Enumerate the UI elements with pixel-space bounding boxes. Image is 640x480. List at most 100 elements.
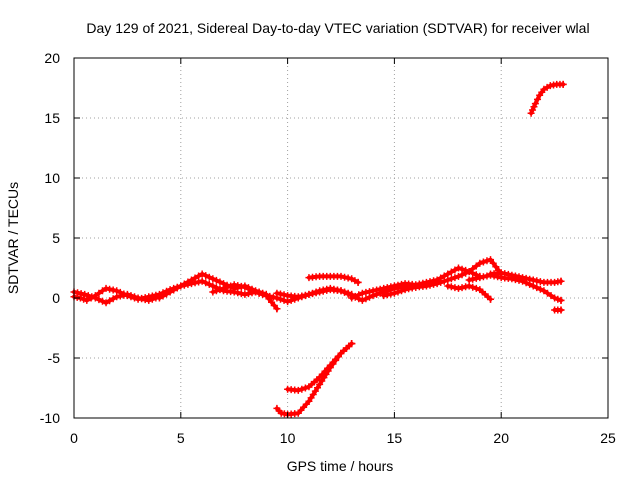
data-point [383, 291, 391, 299]
data-point [284, 298, 292, 306]
data-point [80, 295, 88, 303]
data-point [344, 290, 352, 298]
data-point [387, 283, 395, 291]
data-point [341, 288, 349, 296]
data-point [88, 293, 96, 301]
data-point [405, 285, 413, 293]
y-tick-label: 15 [44, 110, 60, 126]
data-point [483, 257, 491, 265]
data-point [454, 272, 462, 280]
data-point [447, 283, 455, 291]
data-point [365, 288, 373, 296]
data-point [216, 286, 224, 294]
y-tick-label: 10 [44, 170, 60, 186]
data-point [102, 299, 110, 307]
series-arc-d [209, 281, 281, 313]
data-point [376, 285, 384, 293]
data-point [354, 278, 362, 286]
data-point [483, 272, 491, 280]
data-point [492, 263, 500, 271]
data-point [205, 273, 213, 281]
data-point [113, 293, 121, 301]
data-point [95, 289, 103, 297]
data-point [390, 289, 398, 297]
data-point [106, 297, 114, 305]
data-point [120, 291, 128, 299]
data-point [369, 287, 377, 295]
data-point [273, 305, 281, 313]
data-point [341, 273, 349, 281]
series-arc-l [551, 306, 565, 314]
data-point [184, 278, 192, 286]
data-point [252, 288, 260, 296]
data-point [141, 296, 149, 304]
data-point [476, 274, 484, 282]
data-point [458, 271, 466, 279]
data-point [116, 292, 124, 300]
data-point [269, 293, 277, 301]
data-point [479, 258, 487, 266]
series-arc-i [444, 282, 495, 303]
data-point [551, 294, 559, 302]
data-point [362, 295, 370, 303]
data-point [458, 284, 466, 292]
data-point [234, 282, 242, 290]
ticks: 0 5 10 15 20 25 -10 -5 0 5 10 15 20 [40, 50, 616, 446]
data-point [241, 283, 249, 291]
data-point [81, 290, 89, 298]
data-point [398, 280, 406, 288]
data-point [127, 292, 135, 300]
data-point [398, 287, 406, 295]
data-point [198, 270, 206, 278]
data-point [469, 275, 477, 283]
data-point [98, 297, 106, 305]
data-point [362, 288, 370, 296]
series-arc-f [305, 272, 362, 286]
data-point [383, 284, 391, 292]
data-point [472, 274, 480, 282]
data-point [557, 277, 565, 285]
data-point [109, 295, 117, 303]
data-point [527, 109, 535, 117]
data-point [504, 270, 512, 278]
data-point [134, 294, 142, 302]
series-arc-k [487, 269, 565, 286]
data-point [202, 279, 210, 287]
data-point [476, 259, 484, 267]
data-point [451, 266, 459, 274]
data-point [138, 295, 146, 303]
data-point [237, 290, 245, 298]
data-point [227, 282, 235, 290]
data-point [155, 294, 163, 302]
data-point [358, 296, 366, 304]
data-point [469, 283, 477, 291]
series-arc-e [273, 282, 420, 304]
data-point [465, 268, 473, 276]
data-point [212, 287, 220, 295]
data-point [489, 259, 497, 267]
y-tick-label: 20 [44, 50, 60, 66]
y-tick-label: 0 [52, 290, 60, 306]
data-point [511, 272, 519, 280]
data-point [202, 272, 210, 280]
data-point [373, 286, 381, 294]
data-point [533, 277, 541, 285]
data-point [113, 287, 121, 295]
data-point [444, 282, 452, 290]
data-point [148, 295, 156, 303]
data-point [358, 289, 366, 297]
grid [74, 58, 608, 418]
data-point [209, 288, 217, 296]
data-point [241, 290, 249, 298]
data-point [380, 292, 388, 300]
data-point [294, 386, 302, 394]
data-point [195, 278, 203, 286]
data-point [248, 286, 256, 294]
data-point [557, 296, 565, 304]
data-point [348, 294, 356, 302]
y-axis-label: SDTVAR / TECUs [5, 182, 21, 294]
data-point [294, 293, 302, 301]
data-point [84, 292, 92, 300]
data-point [163, 290, 171, 298]
